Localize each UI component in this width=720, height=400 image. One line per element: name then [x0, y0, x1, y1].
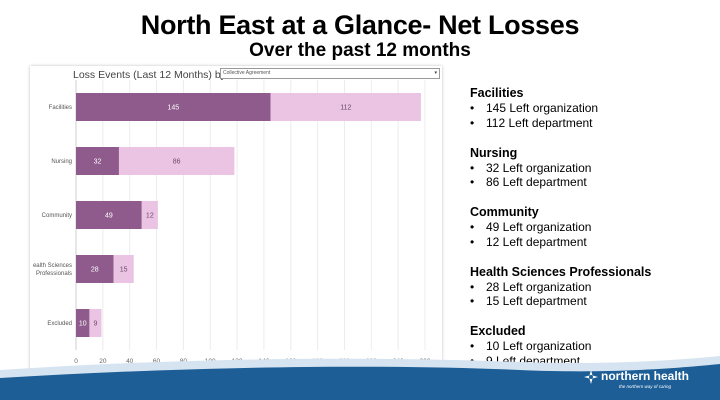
bullet-icon: • [470, 101, 475, 115]
summary-group: Community • 49 Left organization • 12 Left d… [470, 205, 710, 249]
summary-list: Facilities • 145 Left organization • 112 Lef… [470, 86, 710, 384]
bullet-icon: • [470, 220, 475, 234]
bar-segment [76, 201, 142, 229]
summary-group: Health Sciences Professionals • 28 Left or… [470, 265, 710, 309]
summary-line: • 49 Left organization [470, 220, 710, 235]
data-label: 9 [94, 321, 98, 328]
summary-line-text: 10 Left organization [486, 339, 592, 353]
x-tick-label: 0 [74, 358, 78, 365]
data-label: 145 [167, 105, 179, 112]
bullet-icon: • [470, 294, 475, 308]
bar-segment [118, 147, 235, 175]
page-title: North East at a Glance- Net Losses [140, 10, 580, 40]
bar-segment [76, 147, 119, 175]
summary-line: • 15 Left department [470, 294, 710, 309]
dropdown-caret-icon: ▾ [434, 70, 437, 76]
category-label: ealth Sciences Professionals [33, 263, 72, 277]
summary-group-title: Excluded [470, 324, 526, 338]
data-label: 12 [146, 213, 154, 220]
summary-group-title: Nursing [470, 145, 518, 160]
category-label: Facilities [49, 105, 72, 111]
summary-group: Nursing • 32 Left organization • 86 Left dep… [470, 146, 710, 190]
data-label: 49 [105, 213, 113, 220]
x-tick-label: 20 [99, 358, 107, 365]
bullet-icon: • [470, 175, 475, 189]
summary-line: • 145 Left organization [470, 101, 710, 116]
chart-panel: Loss Events (Last 12 Months) by: Collect… [30, 66, 442, 378]
page-subtitle: Over the past 12 months [249, 40, 471, 61]
summary-line-text: 49 Left organization [486, 220, 592, 234]
data-label: 86 [173, 159, 181, 166]
bar-segment [270, 93, 421, 121]
summary-line-text: 145 Left organization [486, 101, 599, 115]
category-label: Excluded [47, 321, 72, 327]
loss-events-chart: 020406080100120140160180200220240260Coun… [33, 80, 431, 376]
summary-line: • 12 Left department [470, 235, 710, 250]
x-tick-label: 40 [126, 358, 134, 365]
logo-name: northern health [601, 369, 690, 383]
bar-segment [89, 309, 102, 337]
summary-line-text: 32 Left organization [486, 160, 592, 175]
data-label: 112 [340, 105, 351, 112]
filter-label: Loss Events (Last 12 Months) by: [73, 69, 229, 81]
data-label: 28 [91, 267, 99, 274]
bullet-icon: • [470, 279, 475, 294]
summary-line-text: 12 Left department [486, 234, 587, 249]
data-label: 15 [120, 267, 128, 274]
summary-line-text: 86 Left department [486, 175, 587, 189]
bullet-icon: • [470, 115, 475, 130]
summary-group-title: Facilities [470, 86, 524, 100]
dropdown-value: Collective Agreement [223, 70, 271, 76]
logo-tagline: the northern way of caring [619, 384, 672, 389]
bar-segment [113, 255, 134, 283]
category-label: Community [42, 213, 72, 219]
bullet-icon: • [470, 160, 475, 175]
summary-group-title: Community [470, 205, 539, 219]
star-swirl-icon [584, 370, 598, 384]
bar-segment [76, 255, 114, 283]
summary-line: • 28 Left organization [470, 280, 710, 295]
summary-line: • 32 Left organization [470, 161, 710, 176]
category-label: Nursing [51, 159, 72, 165]
collective-agreement-dropdown[interactable]: Collective Agreement ▾ [220, 68, 440, 79]
data-label: 10 [79, 321, 87, 328]
bar-segment [76, 93, 271, 121]
bar-segment [76, 309, 90, 337]
bullet-icon: • [470, 234, 475, 249]
bar-segment [141, 201, 158, 229]
summary-line: • 10 Left organization [470, 339, 710, 354]
summary-group: Facilities • 145 Left organization • 112 Lef… [470, 86, 710, 130]
summary-line-text: 28 Left organization [486, 279, 592, 294]
data-label: 32 [94, 159, 102, 166]
summary-line: • 112 Left department [470, 116, 710, 131]
summary-line-text: 112 Left department [486, 115, 593, 130]
summary-line-text: 15 Left department [486, 294, 587, 308]
summary-group-title: Health Sciences Professionals [470, 264, 652, 279]
bullet-icon: • [470, 339, 475, 353]
northern-health-logo: northern health the northern way of cari… [583, 367, 703, 395]
summary-line: • 86 Left department [470, 175, 710, 190]
x-tick-label: 60 [153, 358, 161, 365]
footer-wave [0, 356, 720, 400]
